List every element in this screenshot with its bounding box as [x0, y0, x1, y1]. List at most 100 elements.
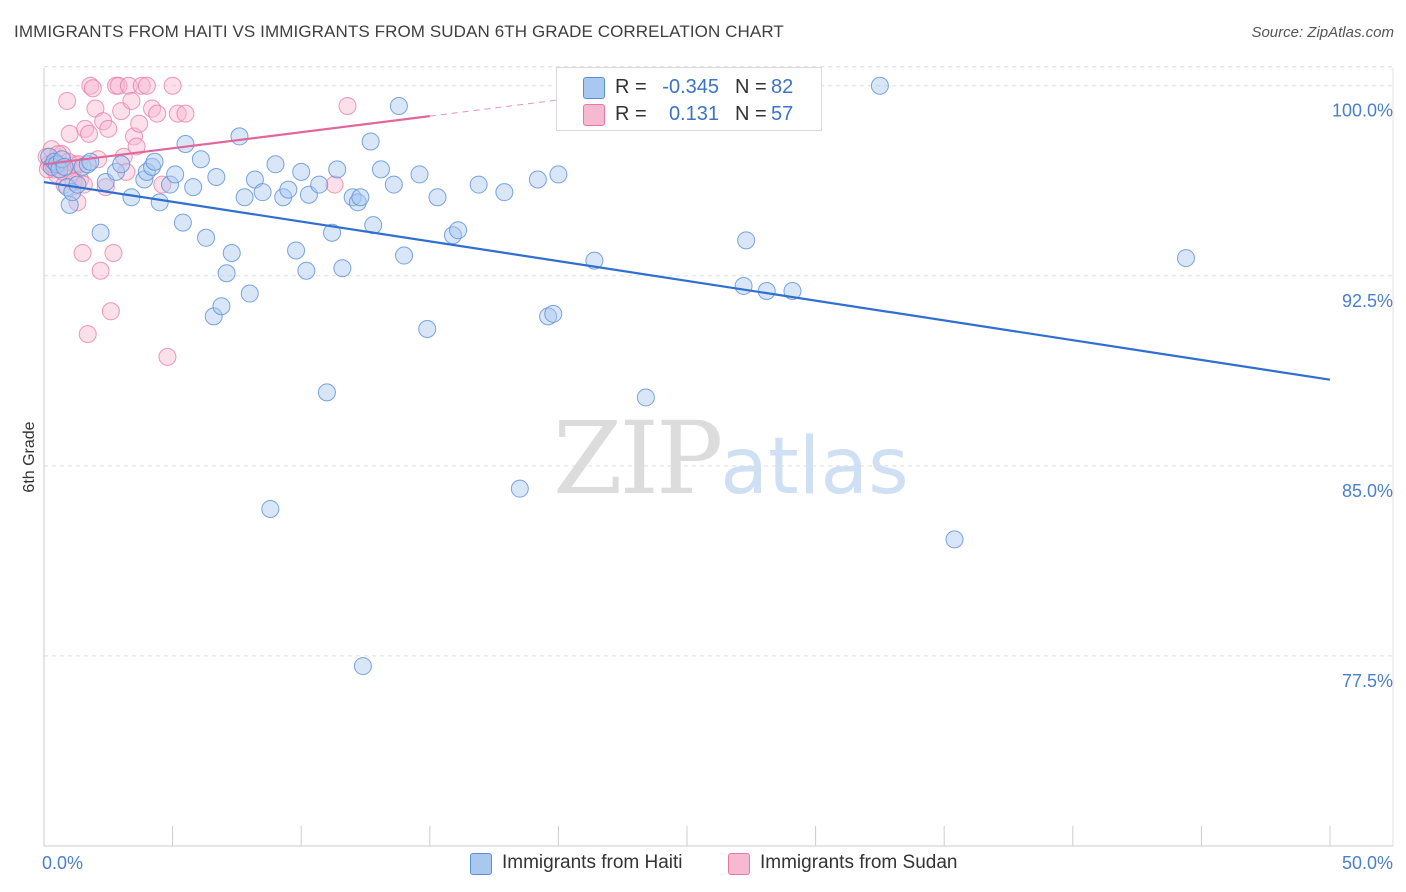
legend-n-label: N =	[735, 76, 767, 98]
haiti-legend-swatch	[470, 853, 492, 875]
chart-title: IMMIGRANTS FROM HAITI VS IMMIGRANTS FROM…	[14, 22, 784, 41]
sudan-legend-swatch	[728, 853, 750, 875]
legend-sudan-r: 0.131	[668, 103, 719, 125]
y-tick-label: 100.0%	[1332, 101, 1393, 121]
haiti-point	[317, 383, 336, 402]
sudan-point	[338, 97, 357, 116]
watermark-zip: ZIP	[553, 400, 723, 517]
sudan-point	[73, 243, 92, 262]
haiti-point	[418, 320, 437, 339]
haiti-point	[191, 150, 210, 169]
x-tick-label: 50.0%	[1342, 853, 1393, 873]
sudan-swatch	[583, 104, 605, 126]
grid	[44, 66, 1393, 657]
haiti-point	[361, 132, 380, 151]
sudan-point	[101, 302, 120, 321]
sudan-point	[163, 76, 182, 95]
haiti-point	[261, 499, 280, 518]
haiti-point	[528, 170, 547, 189]
haiti-point	[150, 193, 169, 212]
haiti-point	[449, 221, 468, 240]
haiti-point	[91, 223, 110, 242]
haiti-point	[353, 657, 372, 676]
haiti-point	[143, 157, 162, 176]
sudan-point	[143, 99, 162, 118]
sudan-point	[80, 124, 99, 143]
sudan-legend-label: Immigrants from Sudan	[760, 852, 958, 873]
axes	[43, 68, 1394, 847]
haiti-point	[253, 183, 272, 202]
haiti-point	[112, 155, 131, 174]
sudan-point	[109, 76, 128, 95]
haiti-point	[371, 160, 390, 179]
haiti-point	[549, 165, 568, 184]
haiti-point	[757, 282, 776, 301]
haiti-point	[310, 175, 329, 194]
y-tick-label: 92.5%	[1342, 291, 1393, 311]
axis-labels: 77.5% 85.0% 92.5% 100.0% 0.0% 50.0% 6th Grade	[21, 101, 1393, 873]
sudan-point	[119, 76, 138, 95]
watermark-atlas: atlas	[720, 422, 909, 512]
haiti-point	[145, 152, 164, 171]
sudan-point	[168, 104, 187, 123]
haiti-point	[1176, 249, 1195, 268]
haiti-point	[235, 188, 254, 207]
haiti-point	[539, 307, 558, 326]
sudan-point	[78, 325, 97, 344]
haiti-point	[585, 251, 604, 270]
haiti-point	[204, 307, 223, 326]
haiti-point	[176, 135, 195, 154]
sudan-trend-line	[43, 115, 430, 166]
haiti-point	[333, 259, 352, 278]
legend-r-label: R =	[615, 76, 647, 98]
sudan-point	[153, 175, 172, 194]
haiti-point	[197, 228, 216, 247]
sudan-point	[99, 119, 118, 138]
legend-haiti-r: -0.345	[662, 76, 719, 98]
haiti-point	[173, 213, 192, 232]
haiti-point	[945, 530, 964, 549]
haiti-point	[343, 188, 362, 207]
sudan-point	[91, 261, 110, 280]
haiti-point	[212, 297, 231, 316]
trend-lines	[43, 92, 1331, 381]
sudan-point	[158, 347, 177, 366]
haiti-point	[240, 284, 259, 303]
haiti-points	[40, 76, 1195, 676]
y-axis-title: 6th Grade	[21, 421, 38, 492]
sudan-point	[122, 91, 141, 110]
haiti-point	[348, 193, 367, 212]
haiti-point	[279, 180, 298, 199]
legend-haiti-n: 82	[771, 76, 794, 98]
sudan-point	[132, 76, 151, 95]
y-tick-label: 77.5%	[1342, 671, 1393, 691]
haiti-point	[266, 155, 285, 174]
haiti-legend-label: Immigrants from Haiti	[502, 852, 683, 873]
legend-sudan-n: 57	[771, 103, 794, 125]
watermark: ZIPatlas	[553, 400, 909, 517]
haiti-point	[395, 246, 414, 265]
correlation-legend: R = -0.345 N = 82 R = 0.131 N = 57	[556, 67, 822, 131]
haiti-point	[222, 243, 241, 262]
haiti-point	[323, 223, 342, 242]
haiti-point	[161, 175, 180, 194]
sudan-point	[176, 104, 195, 123]
sudan-point	[130, 114, 149, 133]
haiti-point	[737, 231, 756, 250]
sudan-point	[58, 91, 77, 110]
sudan-point	[127, 137, 146, 156]
haiti-point	[428, 188, 447, 207]
haiti-point	[50, 160, 69, 179]
haiti-point	[469, 175, 488, 194]
legend-row-sudan: R = 0.131 N = 57	[557, 101, 821, 129]
haiti-point	[217, 264, 236, 283]
sudan-points	[37, 76, 357, 366]
haiti-point	[230, 127, 249, 146]
y-tick-label: 85.0%	[1342, 481, 1393, 501]
haiti-point	[495, 183, 514, 202]
haiti-point	[166, 165, 185, 184]
haiti-trend-line	[43, 180, 1331, 381]
sudan-trend-extension	[429, 92, 610, 117]
haiti-point	[297, 261, 316, 280]
source-credit: Source: ZipAtlas.com	[1251, 24, 1394, 41]
